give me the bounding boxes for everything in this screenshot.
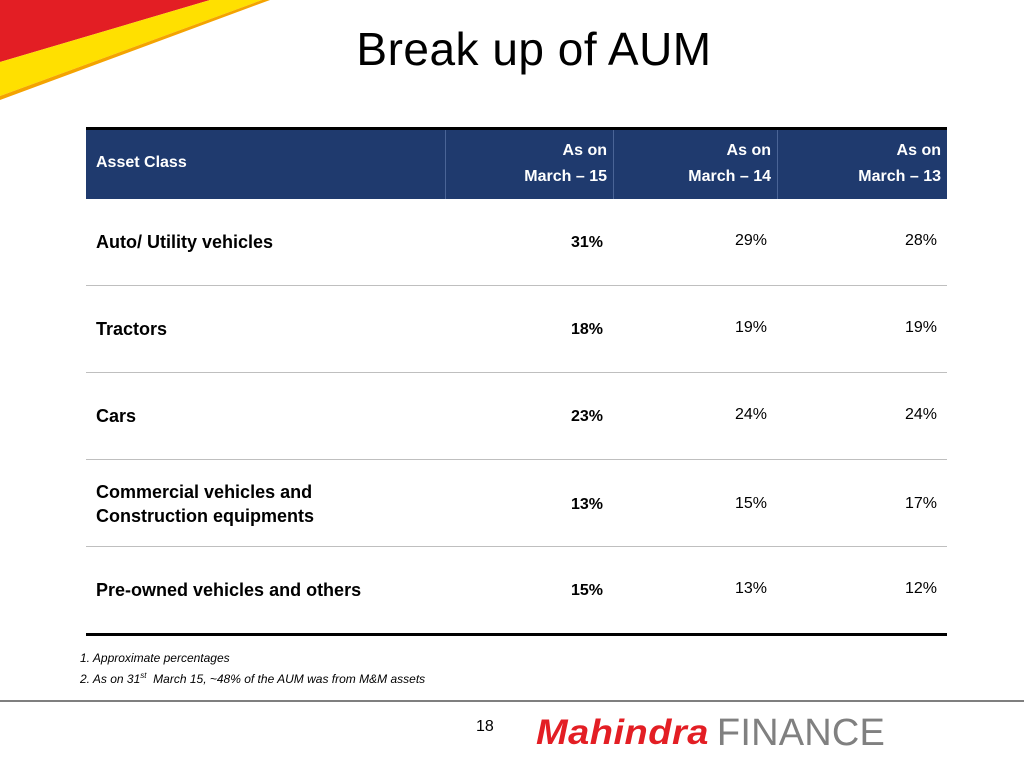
value-march-14: 13% [734, 580, 767, 597]
aum-table: Asset Class As on March – 15 As on March… [86, 127, 947, 636]
value-march-14: 19% [734, 319, 767, 336]
header-separator [445, 130, 446, 199]
header-march-14: As on March – 14 [613, 130, 777, 207]
header-asset-class: Asset Class [86, 130, 445, 199]
header-separator [777, 130, 778, 199]
row-label: Tractors [96, 319, 168, 339]
value-march-14: 29% [734, 232, 767, 249]
row-label-line: Commercial vehicles and [96, 482, 313, 502]
value-march-15: 15% [570, 582, 603, 599]
footnote: 2. As on 31st March 15, ~48% of the AUM … [80, 667, 425, 688]
value-march-15: 23% [570, 408, 603, 425]
table-row: Auto/ Utility vehicles 31% 29% 28% [86, 199, 947, 286]
mahindra-finance-logo: Mahindra FINANCE [536, 712, 886, 754]
footnotes: 1. Approximate percentages 2. As on 31st… [80, 649, 425, 688]
footnote-text: 2. As on 31 [80, 672, 141, 686]
row-label: Commercial vehicles and Construction equ… [96, 480, 314, 528]
header-as-on: As on [896, 142, 941, 159]
header-date: March – 15 [524, 168, 607, 185]
row-label: Cars [96, 406, 137, 426]
row-label: Auto/ Utility vehicles [96, 232, 274, 252]
value-march-15: 13% [570, 496, 603, 513]
table-row: Cars 23% 24% 24% [86, 373, 947, 460]
header-date: March – 13 [858, 168, 941, 185]
table-row: Tractors 18% 19% 19% [86, 286, 947, 373]
value-march-13: 28% [904, 232, 937, 249]
logo-product: FINANCE [716, 712, 886, 754]
slide-title: Break up of AUM [356, 23, 712, 75]
header-as-on: As on [726, 142, 771, 159]
value-march-13: 12% [904, 580, 937, 597]
row-label-line: Construction equipments [96, 506, 315, 526]
table-header: Asset Class As on March – 15 As on March… [86, 127, 947, 199]
header-march-15: As on March – 15 [445, 130, 613, 207]
header-asset-class-label: Asset Class [96, 154, 187, 171]
value-march-13: 24% [904, 406, 937, 423]
value-march-15: 31% [570, 234, 603, 251]
page-number: 18 [476, 718, 494, 735]
table-row: Pre-owned vehicles and others 15% 13% 12… [86, 547, 947, 636]
footer-divider [0, 700, 1024, 702]
header-as-on: As on [562, 142, 607, 159]
value-march-13: 17% [904, 495, 937, 512]
header-separator [613, 130, 614, 199]
footnote-superscript: st [140, 671, 147, 680]
value-march-14: 24% [734, 406, 767, 423]
value-march-13: 19% [904, 319, 937, 336]
row-label: Pre-owned vehicles and others [96, 580, 362, 600]
footnote-text: March 15, ~48% of the AUM was from M&M a… [146, 672, 426, 686]
header-date: March – 14 [688, 168, 771, 185]
logo-brand: Mahindra [536, 713, 709, 753]
value-march-15: 18% [570, 321, 603, 338]
footnote: 1. Approximate percentages [80, 651, 230, 665]
corner-orange-edge [0, 0, 270, 100]
corner-swoosh-graphic [0, 0, 270, 100]
table-row: Commercial vehicles and Construction equ… [86, 460, 947, 547]
header-march-13: As on March – 13 [777, 130, 947, 207]
value-march-14: 15% [734, 495, 767, 512]
